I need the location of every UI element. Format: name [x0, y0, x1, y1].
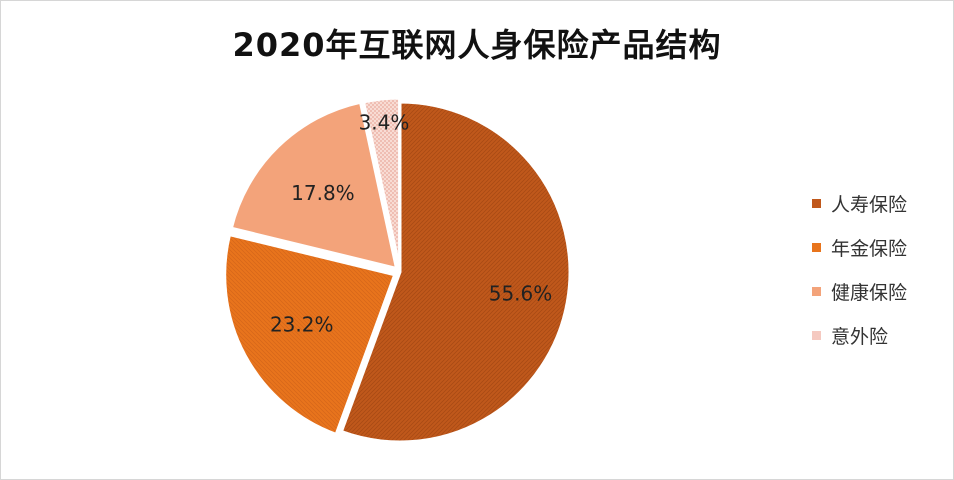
- legend-label-health: 健康保险: [831, 281, 908, 304]
- data-label-health: 17.8%: [291, 181, 355, 205]
- legend-label-life: 人寿保险: [831, 193, 908, 216]
- legend-item-health: 健康保险: [812, 280, 908, 304]
- legend-swatch-life: [812, 198, 821, 208]
- legend-label-annuity: 年金保险: [831, 237, 908, 260]
- slice-accident: [361, 96, 402, 269]
- legend-swatch-accident: [812, 330, 821, 340]
- legend-swatch-health: [812, 286, 821, 296]
- data-label-accident: 3.4%: [359, 111, 410, 135]
- data-label-annuity: 23.2%: [270, 312, 334, 336]
- legend-swatch-annuity: [812, 242, 821, 252]
- data-label-life: 55.6%: [489, 281, 553, 305]
- chart-title: 2020年互联网人身保险产品结构: [232, 26, 722, 64]
- slice-health: [229, 100, 399, 271]
- legend-item-annuity: 年金保险: [812, 236, 908, 260]
- legend-item-accident: 意外险: [812, 324, 907, 348]
- legend-item-life: 人寿保险: [812, 192, 908, 216]
- slice-life: [339, 100, 572, 444]
- legend: 人寿保险 年金保险 健康保险 意外险: [812, 192, 907, 368]
- slice-annuity: [223, 232, 397, 437]
- legend-label-accident: 意外险: [831, 325, 889, 348]
